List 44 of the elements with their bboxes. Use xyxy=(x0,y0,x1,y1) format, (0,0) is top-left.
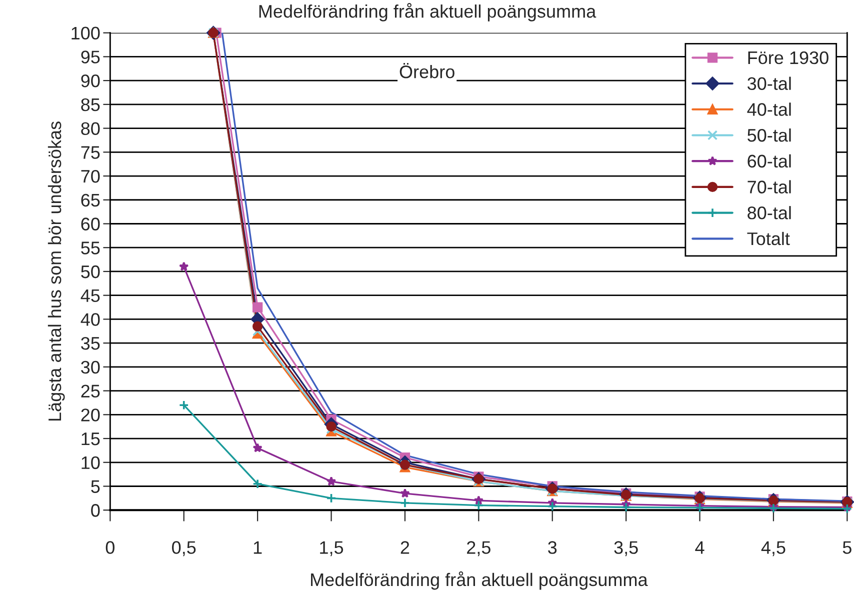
x-tick-label: 2,5 xyxy=(467,541,490,556)
y-tick-label: 95 xyxy=(81,50,100,64)
legend-label: 80-tal xyxy=(748,206,791,220)
x-tick-label: 0,5 xyxy=(172,541,196,556)
y-tick-label: 40 xyxy=(80,313,100,326)
legend-label: 50-tal xyxy=(748,128,791,142)
y-tick-label: 80 xyxy=(81,122,100,136)
x-tick-label: 3,5 xyxy=(614,541,638,556)
legend-label: 70-tal xyxy=(748,180,791,194)
y-tick-label: 45 xyxy=(80,289,100,302)
x-tick-label: 3 xyxy=(548,541,557,554)
y-tick-label: 15 xyxy=(82,432,100,446)
y-tick-label: 10 xyxy=(82,456,100,470)
x-tick-label: 1 xyxy=(254,541,262,554)
x-tick-label: 1,5 xyxy=(320,541,344,556)
x-tick-label: 0 xyxy=(106,541,114,554)
y-tick-label: 85 xyxy=(81,98,100,112)
x-tick-label: 5 xyxy=(842,541,852,554)
x-tick-label: 4,5 xyxy=(761,541,786,556)
x-tick-label: 4 xyxy=(695,541,704,554)
y-tick-label: 70 xyxy=(81,170,100,183)
y-axis-title: Lägsta antal hus som bör undersökas xyxy=(48,122,65,421)
y-tick-label: 25 xyxy=(81,384,100,398)
y-tick-label: 75 xyxy=(81,146,100,159)
y-tick-label: 100 xyxy=(72,26,100,40)
y-tick-label: 30 xyxy=(81,360,100,374)
legend-label: 60-tal xyxy=(748,154,791,168)
x-axis-title: Medelförändring från aktuell poängsumma xyxy=(311,571,648,590)
y-tick-label: 90 xyxy=(81,74,100,88)
y-tick-label: 20 xyxy=(81,408,100,422)
y-tick-label: 5 xyxy=(91,480,100,493)
legend-label: 40-tal xyxy=(747,102,791,116)
chart-title: Medelförändring från aktuell poängsumma xyxy=(259,3,596,22)
y-tick-label: 0 xyxy=(91,504,100,517)
x-tick-label: 2 xyxy=(400,541,410,554)
legend-label: 30-tal xyxy=(748,76,791,90)
y-tick-label: 60 xyxy=(81,218,100,230)
y-tick-label: 65 xyxy=(81,194,100,207)
y-tick-label: 55 xyxy=(81,242,100,254)
y-tick-label: 50 xyxy=(81,265,100,278)
legend-label: Totalt xyxy=(747,232,790,246)
legend-label: Före 1930 xyxy=(748,51,828,64)
y-tick-label: 35 xyxy=(81,337,100,350)
annotation: Örebro xyxy=(400,62,454,78)
